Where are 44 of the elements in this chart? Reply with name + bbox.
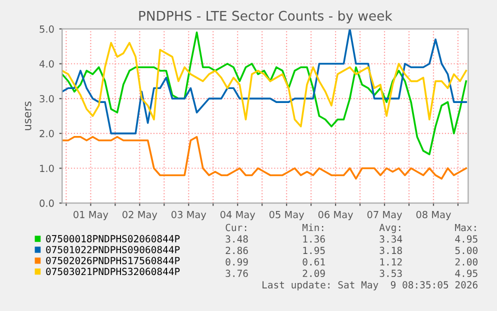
- y-tick-label: 4.0: [40, 60, 54, 68]
- line-series: [62, 136, 468, 180]
- text: 4.95: [455, 270, 478, 278]
- text: Max:: [455, 224, 476, 232]
- text: 2.00: [455, 258, 478, 266]
- text: Avg:: [379, 224, 400, 234]
- text: 3.76: [226, 270, 248, 278]
- text: 0.61: [302, 258, 325, 266]
- x-tick-label: 08 May: [416, 210, 451, 220]
- legend-label: 07501022PNDPHS09060844P: [46, 246, 180, 254]
- y-tick-label: 5.0: [40, 25, 54, 33]
- text: 4.95: [455, 235, 478, 243]
- x-tick-label: 04 May: [220, 210, 256, 220]
- text: 3.34: [380, 235, 402, 243]
- text: 1.36: [303, 235, 325, 243]
- text: 5.00: [455, 246, 478, 254]
- y-tick-label: 3.0: [40, 95, 54, 102]
- x-tick-label: 06 May: [318, 210, 354, 220]
- legend-label: 07502026PNDPHS17560844P: [46, 256, 180, 264]
- line-series: [62, 42, 468, 128]
- y-tick-label: 1.0: [40, 164, 54, 172]
- text: 3.18: [380, 246, 402, 254]
- x-tick-label: 03 May: [171, 210, 206, 220]
- chart-title: PNDPHS - LTE Sector Counts - by week: [139, 10, 392, 24]
- text: Last update: Sat May 9 08:35:05 2026: [262, 280, 478, 290]
- text: 3.48: [226, 235, 248, 243]
- text: 2.86: [226, 246, 248, 254]
- x-tick-label: 07 May: [367, 210, 402, 220]
- x-tick-label: 05 May: [269, 210, 304, 220]
- y-axis-title: users: [24, 102, 32, 130]
- y-tick-label: 2.0: [40, 130, 54, 138]
- line-series: [62, 32, 468, 156]
- text: 1.95: [303, 246, 325, 254]
- text: 0.99: [226, 258, 248, 266]
- legend-label: 07503021PNDPHS32060844P: [46, 268, 180, 276]
- text: 2.09: [302, 270, 325, 278]
- legend-label: 07500018PNDPHS02060844P: [46, 235, 180, 242]
- x-tick-label: 01 May: [74, 210, 108, 220]
- text: Min:: [302, 224, 324, 232]
- text: Cur:: [226, 224, 246, 232]
- text: 3.53: [380, 270, 402, 278]
- text: 1.12: [380, 258, 402, 266]
- x-tick-label: 02 May: [122, 210, 158, 220]
- y-tick-label: 0.0: [40, 200, 54, 207]
